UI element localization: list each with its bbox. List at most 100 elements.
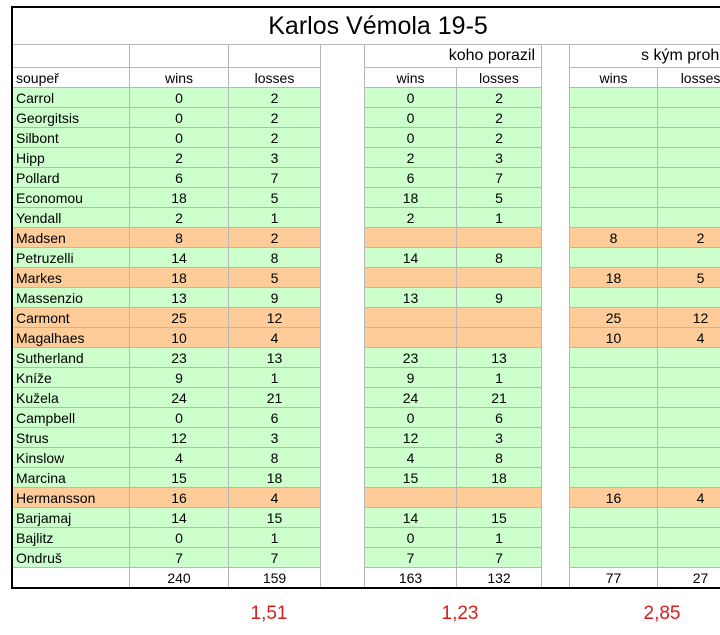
opponent-cell: Markes	[12, 267, 130, 288]
lost-losses-cell	[656, 87, 720, 108]
opponent-cell: Sutherland	[12, 347, 130, 368]
lost-losses-cell	[656, 287, 720, 308]
opponent-cell: Madsen	[12, 227, 130, 248]
lost-wins-cell	[569, 467, 658, 488]
defeated-wins-cell: 2	[364, 207, 457, 228]
defeated-wins-cell: 2	[364, 147, 457, 168]
defeated-wins-cell: 13	[364, 287, 457, 308]
defeated-wins-cell: 12	[364, 427, 457, 448]
lost-losses-cell	[656, 107, 720, 128]
ratio-row: 1,51 1,23 2,85	[0, 603, 720, 629]
lost-wins-cell: 8	[569, 227, 658, 248]
lost-losses-cell: 5	[656, 267, 720, 288]
defeated-losses-cell	[456, 327, 542, 348]
losses-cell: 12	[228, 307, 321, 328]
losses-cell: 2	[228, 107, 321, 128]
table-row: Barjamaj 14 15 14 15	[12, 507, 720, 528]
losses-cell: 9	[228, 287, 321, 308]
lost-wins-cell	[569, 447, 658, 468]
defeated-wins-cell: 9	[364, 367, 457, 388]
column-header-defeated-losses: losses	[456, 67, 542, 88]
losses-cell: 2	[228, 87, 321, 108]
opponent-cell: Kinslow	[12, 447, 130, 468]
lost-losses-cell	[656, 167, 720, 188]
losses-cell: 7	[228, 167, 321, 188]
column-header-opponent: soupeř	[12, 67, 130, 88]
total-lost-wins-cell: 77	[569, 567, 658, 588]
table-row: Carrol 0 2 0 2	[12, 87, 720, 108]
table-row: Carmont 25 12 25 12	[12, 307, 720, 328]
lost-losses-cell	[656, 247, 720, 268]
wins-cell: 12	[129, 427, 229, 448]
opponent-cell: Georgitsis	[12, 107, 130, 128]
wins-cell: 4	[129, 447, 229, 468]
defeated-losses-cell: 15	[456, 507, 542, 528]
table-row: Ondruš 7 7 7 7	[12, 547, 720, 568]
lost-losses-cell	[656, 347, 720, 368]
lost-wins-cell	[569, 107, 658, 128]
lost-losses-cell	[656, 547, 720, 568]
defeated-losses-cell: 2	[456, 107, 542, 128]
defeated-wins-cell: 18	[364, 187, 457, 208]
lost-wins-cell	[569, 147, 658, 168]
group-header-defeated: koho porazil	[364, 44, 542, 68]
lost-wins-cell	[569, 167, 658, 188]
losses-cell: 1	[228, 527, 321, 548]
defeated-wins-cell: 23	[364, 347, 457, 368]
defeated-losses-cell: 3	[456, 427, 542, 448]
defeated-losses-cell: 6	[456, 407, 542, 428]
table-row: Campbell 0 6 0 6	[12, 407, 720, 428]
defeated-wins-cell: 0	[364, 107, 457, 128]
table-row: Hermansson 16 4 16 4	[12, 487, 720, 508]
lost-losses-cell	[656, 447, 720, 468]
table-row: Yendall 2 1 2 1	[12, 207, 720, 228]
wins-cell: 15	[129, 467, 229, 488]
defeated-wins-cell: 0	[364, 87, 457, 108]
opponent-cell: Hermansson	[12, 487, 130, 508]
wins-cell: 8	[129, 227, 229, 248]
defeated-losses-cell: 8	[456, 447, 542, 468]
lost-losses-cell	[656, 127, 720, 148]
lost-wins-cell: 10	[569, 327, 658, 348]
defeated-wins-cell: 7	[364, 547, 457, 568]
losses-cell: 3	[228, 147, 321, 168]
opponent-cell: Marcina	[12, 467, 130, 488]
lost-losses-cell	[656, 387, 720, 408]
defeated-wins-cell	[364, 307, 457, 328]
opponent-cell: Hipp	[12, 147, 130, 168]
defeated-losses-cell: 8	[456, 247, 542, 268]
ratio-lost-to: 2,85	[643, 603, 681, 624]
wins-cell: 9	[129, 367, 229, 388]
record-table: Karlos Vémola 19-5 koho porazil s kým pr…	[10, 6, 720, 589]
ratio-all: 1,51	[250, 603, 288, 624]
lost-losses-cell	[656, 427, 720, 448]
wins-cell: 0	[129, 87, 229, 108]
lost-wins-cell	[569, 347, 658, 368]
lost-losses-cell	[656, 207, 720, 228]
losses-cell: 7	[228, 547, 321, 568]
defeated-losses-cell	[456, 267, 542, 288]
table-row: Petruzelli 14 8 14 8	[12, 247, 720, 268]
lost-losses-cell	[656, 147, 720, 168]
column-header-lost-losses: losses	[656, 67, 720, 88]
wins-cell: 10	[129, 327, 229, 348]
column-header-lost-wins: wins	[569, 67, 658, 88]
defeated-losses-cell: 7	[456, 547, 542, 568]
total-wins-cell: 240	[129, 567, 229, 588]
totals-label-cell	[12, 567, 130, 588]
defeated-losses-cell: 7	[456, 167, 542, 188]
defeated-losses-cell: 3	[456, 147, 542, 168]
column-header-defeated-wins: wins	[364, 67, 457, 88]
losses-cell: 4	[228, 327, 321, 348]
defeated-losses-cell: 2	[456, 127, 542, 148]
opponent-cell: Barjamaj	[12, 507, 130, 528]
table-row: Madsen 8 2 8 2	[12, 227, 720, 248]
wins-cell: 0	[129, 407, 229, 428]
defeated-wins-cell	[364, 487, 457, 508]
losses-cell: 2	[228, 227, 321, 248]
opponent-cell: Magalhaes	[12, 327, 130, 348]
opponent-cell: Carrol	[12, 87, 130, 108]
defeated-losses-cell: 13	[456, 347, 542, 368]
lost-losses-cell	[656, 507, 720, 528]
losses-cell: 8	[228, 447, 321, 468]
